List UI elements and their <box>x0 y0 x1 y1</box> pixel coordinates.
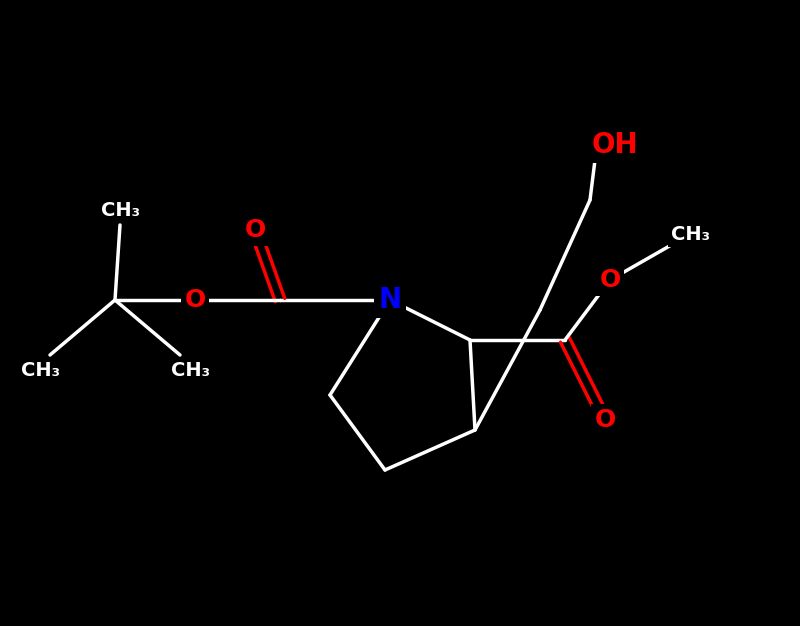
Text: O: O <box>244 218 266 242</box>
Text: CH₃: CH₃ <box>101 200 139 220</box>
Text: O: O <box>599 268 621 292</box>
Text: OH: OH <box>592 131 638 159</box>
Text: O: O <box>594 408 616 432</box>
Text: CH₃: CH₃ <box>21 361 59 379</box>
Text: CH₃: CH₃ <box>170 361 210 379</box>
Text: O: O <box>184 288 206 312</box>
Text: N: N <box>378 286 402 314</box>
Text: CH₃: CH₃ <box>670 225 710 245</box>
